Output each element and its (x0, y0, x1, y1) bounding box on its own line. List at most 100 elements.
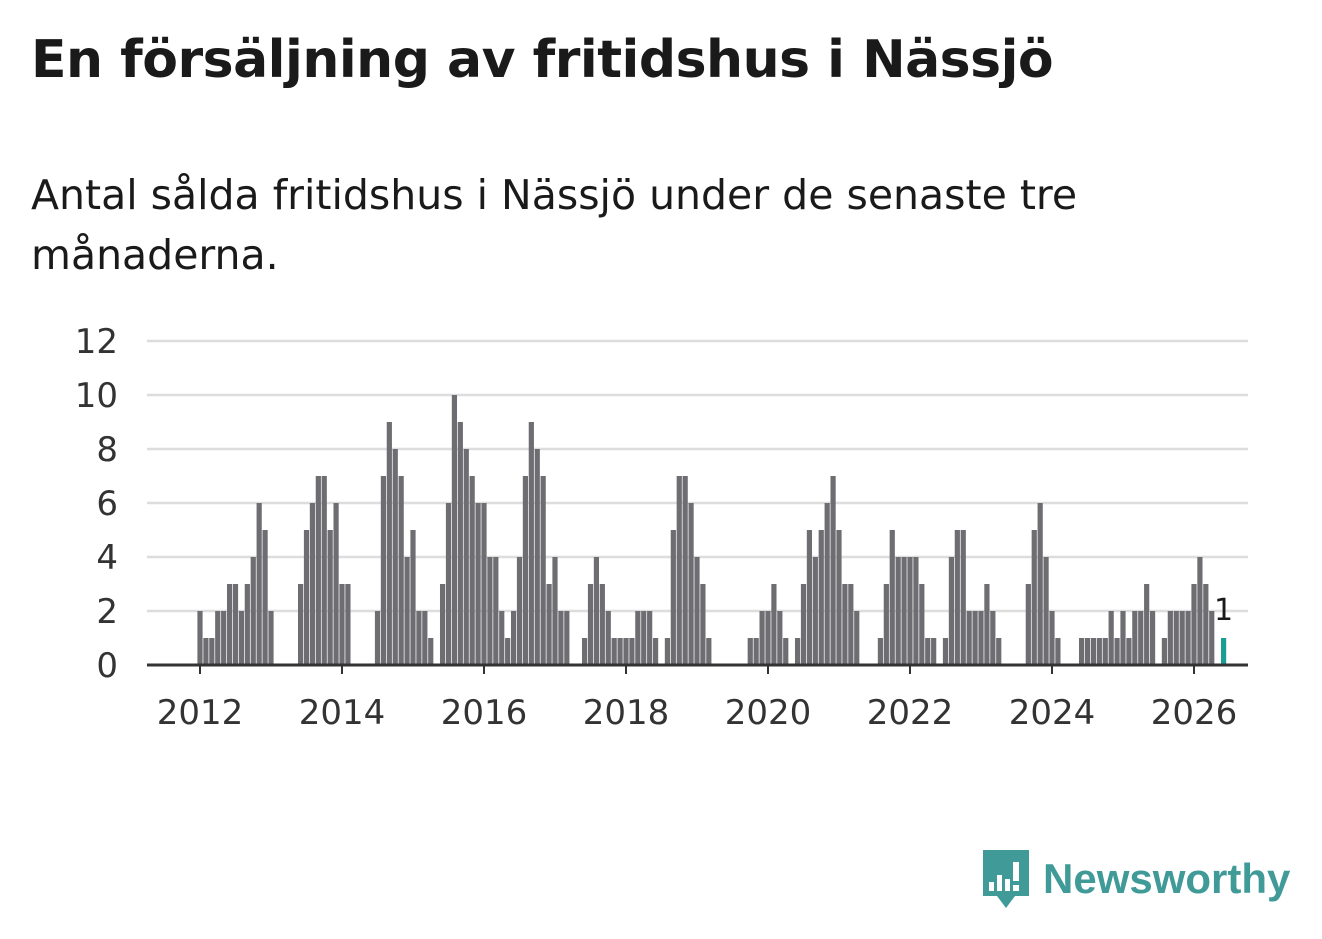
bar (534, 449, 540, 665)
last-value-label: 1 (1214, 593, 1233, 628)
bar (682, 476, 688, 665)
y-tick-label: 6 (96, 484, 118, 524)
bar (1096, 638, 1102, 665)
bar (1078, 638, 1085, 665)
bar (1179, 611, 1185, 665)
bar (197, 611, 203, 665)
bar (333, 503, 339, 665)
bar (925, 638, 931, 665)
bar (244, 584, 250, 665)
bar (1037, 503, 1043, 665)
bar (759, 611, 765, 665)
bar (812, 557, 818, 665)
bar (1049, 611, 1055, 665)
bar (327, 530, 333, 665)
bar (1138, 611, 1144, 665)
chart-title: En försäljning av fritidshus i Nässjö (31, 30, 1054, 90)
bar (990, 611, 996, 665)
bar (830, 476, 836, 665)
bar (1102, 638, 1108, 665)
bar (629, 638, 635, 665)
bar (942, 638, 949, 665)
bar (617, 638, 623, 665)
bar (753, 638, 759, 665)
bar (652, 638, 659, 665)
bar (765, 611, 771, 665)
bar (1114, 638, 1120, 665)
bar (1055, 638, 1061, 665)
bar (215, 611, 221, 665)
bar (694, 557, 700, 665)
bar (209, 638, 215, 665)
bar (262, 530, 268, 665)
x-tick-label: 2024 (1009, 693, 1096, 733)
bar (960, 530, 966, 665)
bar (1209, 611, 1215, 665)
x-tick-label: 2022 (867, 693, 954, 733)
bar (528, 422, 534, 665)
bar (345, 584, 351, 665)
bar (1203, 584, 1209, 665)
bar (510, 611, 517, 665)
bar (238, 611, 245, 665)
x-tick-label: 2016 (441, 693, 528, 733)
bar (1167, 611, 1173, 665)
bar (392, 449, 398, 665)
bar (670, 530, 676, 665)
y-tick-label: 12 (75, 322, 118, 362)
bar (1120, 611, 1126, 665)
y-tick-label: 0 (96, 646, 118, 686)
bar (605, 611, 611, 665)
bar (268, 611, 274, 665)
bar (635, 611, 641, 665)
x-tick-label: 2014 (299, 693, 386, 733)
bar (907, 557, 913, 665)
bar (232, 584, 239, 665)
y-tick-label: 8 (96, 430, 118, 470)
bar (676, 476, 682, 665)
bar (889, 530, 895, 665)
bar (546, 584, 552, 665)
bar (410, 530, 416, 665)
newsworthy-logo-icon (983, 850, 1029, 908)
bar (611, 638, 617, 665)
bar (250, 557, 256, 665)
bar (1108, 611, 1114, 665)
bar-latest (1220, 638, 1227, 665)
bar (1126, 638, 1132, 665)
bar (374, 611, 381, 665)
bar (457, 422, 463, 665)
bar (641, 611, 647, 665)
bar (972, 611, 978, 665)
bar (540, 476, 546, 665)
bar (439, 584, 446, 665)
bar (800, 584, 807, 665)
bar (1084, 638, 1091, 665)
bar (428, 638, 434, 665)
bar (339, 584, 345, 665)
bar (647, 611, 653, 665)
bar (854, 611, 860, 665)
bar (297, 584, 304, 665)
bar (451, 395, 458, 665)
brand-name: Newsworthy (1043, 855, 1291, 902)
bar (587, 584, 594, 665)
bar (688, 503, 694, 665)
bar (794, 638, 801, 665)
bar (623, 638, 629, 665)
x-tick-label: 2020 (725, 693, 812, 733)
bar (824, 503, 830, 665)
bar (747, 638, 753, 665)
bar (445, 503, 452, 665)
y-tick-label: 2 (96, 592, 118, 632)
bar (1132, 611, 1138, 665)
bar (226, 584, 233, 665)
bar (978, 611, 984, 665)
bar (516, 557, 523, 665)
bar (599, 584, 605, 665)
bar (895, 557, 901, 665)
bar (1043, 557, 1049, 665)
bar (771, 584, 777, 665)
bar (315, 476, 321, 665)
x-tick-label: 2026 (1151, 693, 1238, 733)
